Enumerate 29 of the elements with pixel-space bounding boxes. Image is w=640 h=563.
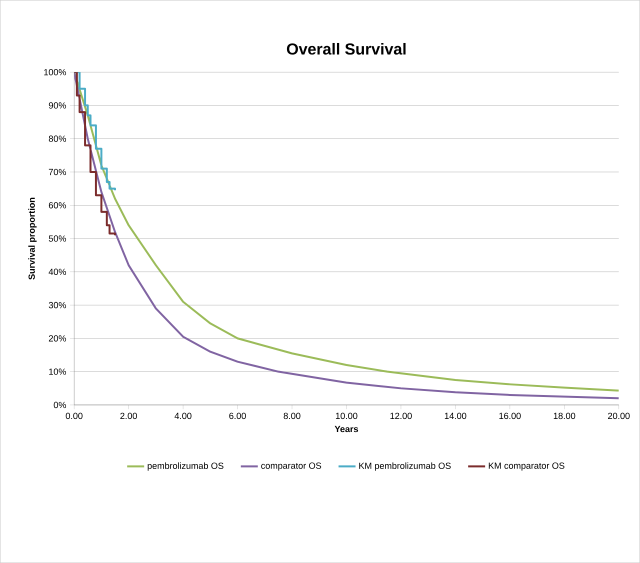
y-tick-label: 30% — [48, 302, 66, 308]
y-tick-label: 60% — [48, 202, 66, 208]
legend-label: comparator OS — [261, 462, 322, 471]
y-tick-label: 10% — [49, 368, 66, 375]
x-tick-label: 4.00 — [174, 412, 192, 420]
legend-label: KM pembrolizumab OS — [359, 462, 451, 471]
chart-title: Overall Survival — [286, 42, 406, 55]
legend-label: pembrolizumab OS — [148, 462, 224, 471]
x-tick-label: 12.00 — [390, 412, 412, 420]
x-axis-title: Years — [334, 426, 358, 432]
x-tick-label: 2.00 — [120, 412, 137, 420]
y-tick-label: 80% — [48, 136, 66, 142]
legend-label: KM comparator OS — [488, 462, 564, 471]
y-tick-label: 90% — [48, 102, 66, 109]
x-tick-label: 10.00 — [336, 412, 358, 420]
x-tick-label: 0.00 — [66, 412, 83, 420]
x-tick-label: 8.00 — [284, 412, 300, 420]
x-tick-label: 20.00 — [608, 412, 630, 420]
y-tick-label: 70% — [48, 168, 66, 176]
x-tick-label: 16.00 — [499, 412, 521, 420]
y-tick-label: 40% — [48, 268, 66, 275]
y-tick-label: 100% — [44, 68, 66, 76]
x-tick-label: 14.00 — [444, 412, 466, 420]
y-tick-label: 0% — [54, 402, 66, 408]
y-axis-title: Survival proportion — [28, 198, 37, 280]
x-tick-label: 6.00 — [229, 412, 246, 420]
x-tick-label: 18.00 — [554, 412, 576, 420]
y-tick-label: 50% — [48, 235, 66, 242]
y-tick-label: 20% — [48, 335, 66, 342]
